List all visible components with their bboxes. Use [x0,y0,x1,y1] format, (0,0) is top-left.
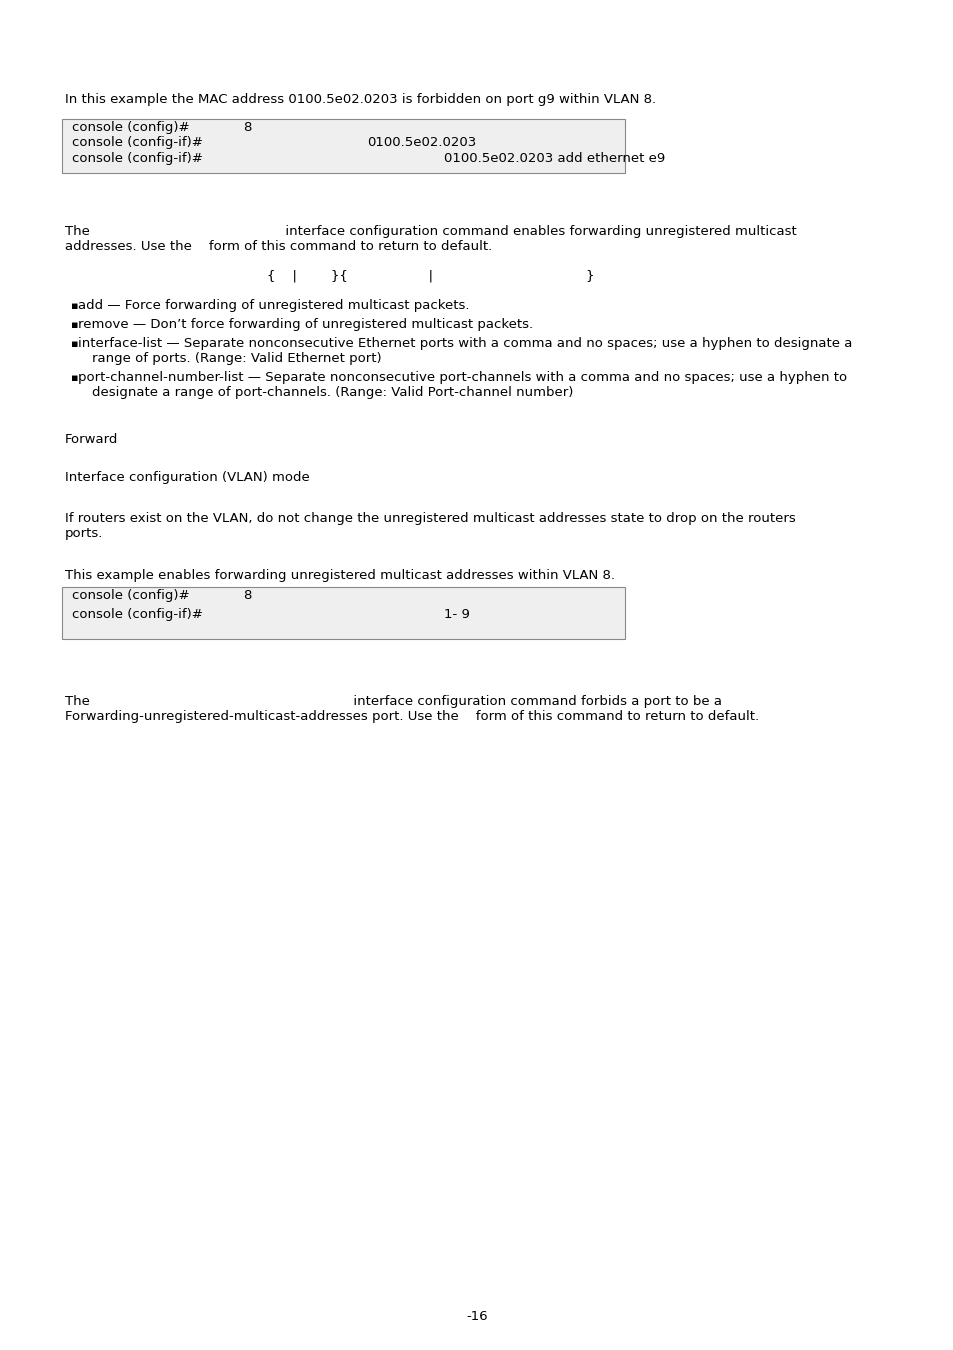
Text: 1- 9: 1- 9 [443,609,469,621]
Text: 8: 8 [243,590,252,602]
Text: -16: -16 [466,1311,487,1323]
Text: The                                              interface configuration command: The interface configuration command [65,225,796,238]
Text: ▪: ▪ [71,373,78,382]
Text: 0100.5e02.0203: 0100.5e02.0203 [367,136,476,148]
Text: designate a range of port-channels. (Range: Valid Port-channel number): designate a range of port-channels. (Ran… [91,386,573,398]
Text: In this example the MAC address 0100.5e02.0203 is forbidden on port g9 within VL: In this example the MAC address 0100.5e0… [65,93,656,105]
Text: {    |        }{                   |                                    }: { | }{ | } [267,270,594,282]
FancyBboxPatch shape [62,119,624,173]
Text: Interface configuration (VLAN) mode: Interface configuration (VLAN) mode [65,471,310,483]
FancyBboxPatch shape [62,587,624,639]
Text: ▪: ▪ [71,301,78,310]
Text: ▪: ▪ [71,339,78,348]
Text: console (config-if)#: console (config-if)# [71,136,202,148]
Text: 8: 8 [243,122,252,134]
Text: add — Force forwarding of unregistered multicast packets.: add — Force forwarding of unregistered m… [78,300,469,312]
Text: console (config-if)#: console (config-if)# [71,153,202,165]
Text: Forwarding-unregistered-multicast-addresses port. Use the    form of this comman: Forwarding-unregistered-multicast-addres… [65,710,759,722]
Text: The                                                              interface confi: The interface confi [65,695,721,707]
Text: This example enables forwarding unregistered multicast addresses within VLAN 8.: This example enables forwarding unregist… [65,570,615,582]
Text: console (config-if)#: console (config-if)# [71,609,202,621]
Text: If routers exist on the VLAN, do not change the unregistered multicast addresses: If routers exist on the VLAN, do not cha… [65,513,795,525]
Text: interface-list — Separate nonconsecutive Ethernet ports with a comma and no spac: interface-list — Separate nonconsecutive… [78,338,852,350]
Text: port-channel-number-list — Separate nonconsecutive port-channels with a comma an: port-channel-number-list — Separate nonc… [78,371,846,383]
Text: console (config)#: console (config)# [71,122,189,134]
Text: Forward: Forward [65,433,118,446]
Text: range of ports. (Range: Valid Ethernet port): range of ports. (Range: Valid Ethernet p… [91,352,381,365]
Text: console (config)#: console (config)# [71,590,189,602]
Text: addresses. Use the    form of this command to return to default.: addresses. Use the form of this command … [65,240,492,252]
Text: 0100.5e02.0203 add ethernet e9: 0100.5e02.0203 add ethernet e9 [443,153,664,165]
Text: ports.: ports. [65,528,103,540]
Text: ▪: ▪ [71,320,78,329]
Text: remove — Don’t force forwarding of unregistered multicast packets.: remove — Don’t force forwarding of unreg… [78,319,533,331]
